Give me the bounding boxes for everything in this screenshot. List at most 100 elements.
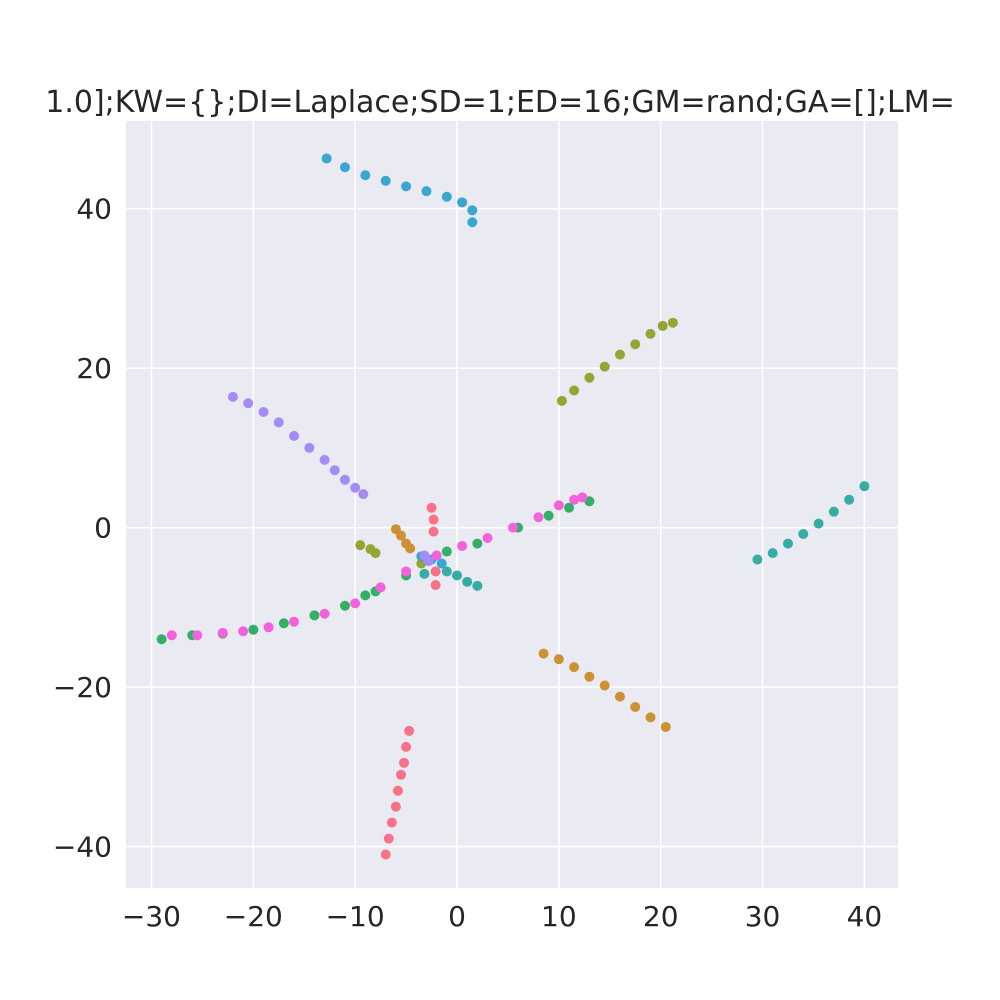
- series-6: [227, 391, 434, 567]
- scatter-point: [844, 494, 855, 505]
- scatter-point: [431, 550, 442, 561]
- scatter-point: [423, 556, 434, 567]
- scatter-point: [375, 582, 386, 593]
- scatter-point: [426, 502, 437, 513]
- scatter-point: [508, 522, 519, 533]
- plot-background: [126, 121, 898, 888]
- scatter-point: [569, 662, 580, 673]
- scatter-point: [798, 529, 809, 539]
- x-tick-label: 40: [847, 900, 883, 933]
- scatter-point: [238, 626, 249, 637]
- scatter-point: [370, 548, 381, 559]
- series-2: [355, 317, 678, 569]
- scatter-point: [273, 417, 284, 428]
- chart-title: 1.0];KW={};DI=Laplace;SD=1;ED=16;GM=rand…: [45, 85, 954, 120]
- scatter-point: [441, 191, 452, 202]
- scatter-point: [614, 349, 625, 360]
- x-tick-label: 0: [448, 900, 466, 933]
- scatter-point: [401, 741, 412, 752]
- scatter-point: [599, 680, 610, 691]
- scatter-point: [569, 494, 580, 505]
- scatter-point: [319, 454, 330, 465]
- scatter-point: [428, 514, 439, 525]
- scatter-point: [462, 576, 473, 587]
- scatter-point: [564, 502, 575, 513]
- data-points: [156, 153, 870, 860]
- scatter-point: [339, 600, 350, 611]
- scatter-point: [392, 785, 403, 796]
- scatter-point: [813, 518, 824, 529]
- x-tick-label: 20: [643, 900, 679, 933]
- series-1: [390, 524, 671, 732]
- scatter-point: [482, 532, 493, 543]
- scatter-point: [457, 540, 468, 551]
- scatter-point: [329, 465, 340, 476]
- scatter-point: [383, 833, 394, 844]
- scatter-point: [577, 492, 588, 503]
- scatter-point: [421, 186, 432, 197]
- y-tick-labels: −40 −20 0 20 40: [53, 193, 112, 864]
- scatter-point: [380, 849, 391, 860]
- scatter-point: [630, 702, 641, 713]
- scatter-point: [227, 391, 238, 402]
- scatter-point: [472, 580, 483, 591]
- y-tick-label: 0: [94, 512, 112, 545]
- scatter-point: [401, 566, 412, 577]
- scatter-point: [556, 395, 567, 406]
- scatter-point: [538, 648, 549, 659]
- scatter-point: [428, 526, 439, 537]
- x-tick-label: −20: [224, 900, 283, 933]
- scatter-point: [533, 512, 544, 523]
- scatter-point: [859, 481, 870, 492]
- scatter-point: [430, 566, 441, 577]
- scatter-point: [360, 590, 371, 601]
- scatter-point: [467, 217, 478, 228]
- scatter-point: [156, 634, 167, 645]
- scatter-point: [404, 725, 415, 736]
- scatter-point: [553, 500, 564, 511]
- scatter-point: [339, 162, 350, 173]
- scatter-point: [660, 721, 671, 732]
- scatter-point: [350, 482, 361, 493]
- y-tick-label: −40: [53, 831, 112, 864]
- scatter-point: [258, 407, 269, 418]
- scatter-point: [645, 712, 656, 723]
- series-0: [380, 502, 441, 860]
- x-tick-label: −10: [326, 900, 385, 933]
- scatter-point: [395, 769, 406, 780]
- scatter-point: [667, 317, 678, 328]
- scatter-point: [436, 558, 447, 569]
- scatter-point: [401, 181, 412, 192]
- x-tick-label: 30: [745, 900, 781, 933]
- scatter-point: [457, 197, 468, 208]
- x-tick-label: −30: [122, 900, 181, 933]
- scatter-point: [767, 548, 778, 559]
- scatter-point: [309, 610, 320, 621]
- scatter-point: [166, 630, 177, 641]
- y-tick-label: −20: [53, 671, 112, 704]
- scatter-point: [441, 566, 452, 577]
- scatter-point: [390, 801, 401, 812]
- x-tick-labels: −30 −20 −10 0 10 20 30 40: [122, 900, 882, 933]
- scatter-point: [278, 618, 289, 629]
- scatter-point: [657, 320, 668, 331]
- scatter-point: [289, 430, 300, 441]
- scatter-point: [430, 580, 441, 591]
- scatter-point: [321, 153, 332, 164]
- scatter-point: [358, 489, 369, 500]
- scatter-point: [192, 630, 203, 641]
- scatter-point: [543, 510, 554, 521]
- scatter-point: [399, 757, 410, 768]
- scatter-point: [828, 506, 839, 517]
- scatter-point: [386, 817, 397, 828]
- series-7: [166, 492, 588, 641]
- scatter-point: [319, 608, 330, 619]
- y-tick-label: 40: [76, 193, 112, 226]
- scatter-point: [339, 474, 350, 485]
- y-tick-label: 20: [76, 352, 112, 385]
- scatter-point: [783, 538, 794, 549]
- scatter-point: [350, 598, 361, 609]
- scatter-point: [441, 546, 452, 557]
- scatter-point: [472, 538, 483, 549]
